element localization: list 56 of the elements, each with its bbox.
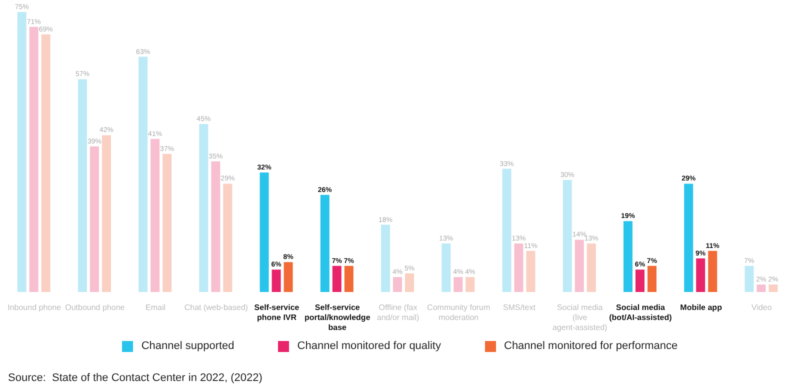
bar bbox=[284, 262, 293, 292]
bar bbox=[696, 258, 706, 292]
bar bbox=[454, 277, 463, 292]
bar bbox=[381, 224, 390, 292]
bar bbox=[586, 243, 596, 292]
bar bbox=[768, 284, 778, 292]
bar bbox=[466, 277, 475, 292]
bar bbox=[684, 184, 694, 292]
bar bbox=[320, 194, 330, 292]
bar bbox=[211, 161, 220, 292]
bar bbox=[526, 250, 536, 292]
bar bbox=[17, 12, 26, 292]
bar bbox=[623, 221, 632, 292]
x-tick-label: Chat (web-based) bbox=[184, 303, 248, 312]
x-tick-label: Inbound phone bbox=[8, 303, 62, 312]
bar bbox=[150, 138, 160, 292]
bar bbox=[514, 243, 524, 292]
bar bbox=[199, 124, 208, 292]
bar bbox=[635, 270, 644, 292]
bar bbox=[138, 56, 148, 292]
x-tick-label: Outbound phone bbox=[65, 303, 126, 312]
bar bbox=[442, 243, 451, 292]
x-tick-label: Mobile app bbox=[680, 303, 722, 312]
x-tick-label: SMS/text bbox=[503, 303, 536, 312]
x-tick-label: Social media (bot/AI-assisted) bbox=[609, 303, 672, 322]
bar bbox=[332, 266, 342, 292]
bar bbox=[41, 34, 50, 292]
x-tick-label: Email bbox=[146, 303, 166, 312]
bar bbox=[260, 172, 269, 292]
legend-label: Channel supported bbox=[141, 340, 234, 352]
bar bbox=[405, 273, 414, 292]
x-tick-label: Self-service portal/knowledge base bbox=[304, 303, 371, 332]
bar bbox=[744, 266, 754, 292]
bar bbox=[574, 240, 584, 292]
x-tick-label: Social media (live agent-assisted) bbox=[552, 303, 608, 332]
bar bbox=[647, 266, 656, 292]
bar bbox=[272, 270, 281, 292]
legend-label: Channel monitored for quality bbox=[297, 340, 441, 352]
legend-label: Channel monitored for performance bbox=[504, 340, 678, 352]
bar bbox=[756, 284, 766, 292]
bar bbox=[162, 154, 172, 292]
bar bbox=[502, 168, 512, 292]
bar bbox=[223, 184, 232, 292]
x-tick-label: Community forum moderation bbox=[427, 303, 491, 322]
bar bbox=[393, 277, 402, 292]
bar bbox=[78, 79, 87, 292]
source-note: Source: State of the Contact Center in 2022, (2022) bbox=[8, 372, 262, 384]
bar bbox=[708, 250, 718, 292]
x-tick-label: Offline (fax and/or mail) bbox=[376, 303, 420, 322]
bar bbox=[90, 146, 99, 292]
bar bbox=[562, 180, 572, 292]
bar bbox=[102, 135, 111, 292]
x-tick-label: Video bbox=[752, 303, 772, 312]
bar bbox=[344, 266, 354, 292]
x-tick-label: Self-service phone IVR bbox=[254, 303, 300, 322]
bar bbox=[29, 26, 38, 292]
